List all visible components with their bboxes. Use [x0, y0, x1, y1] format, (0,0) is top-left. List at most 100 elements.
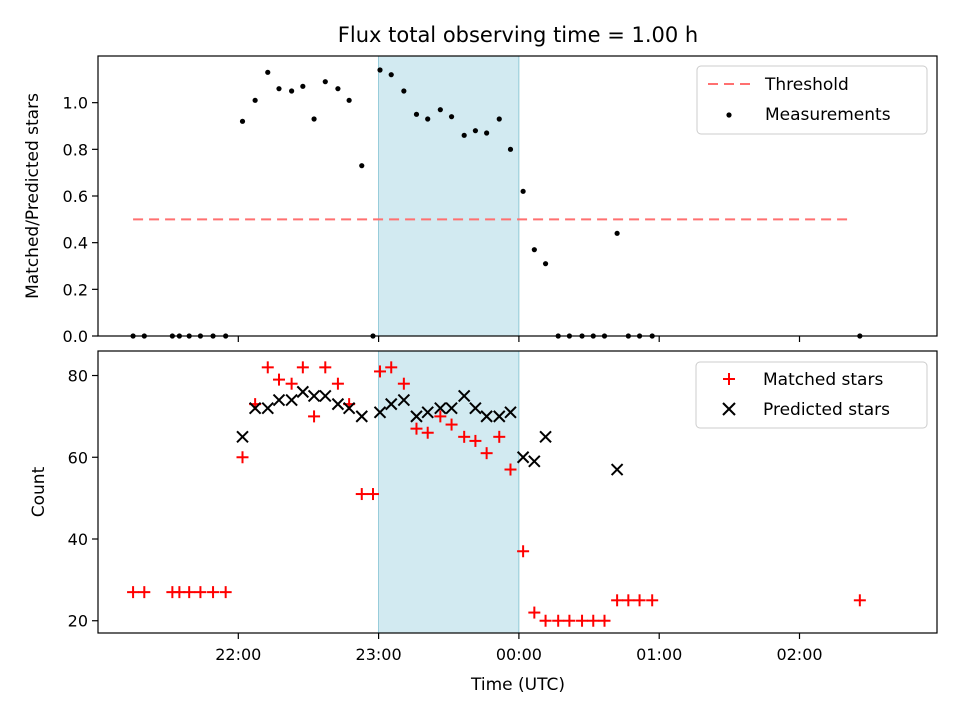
measurement-point [520, 188, 526, 194]
predicted-star-point [516, 451, 530, 464]
top-x-ticks [237, 336, 801, 342]
legend-matched-label: Matched stars [763, 370, 883, 390]
matched-star-point [296, 361, 309, 374]
measurement-point [265, 69, 271, 75]
predicted-star-point [610, 463, 624, 476]
matched-star-point [587, 614, 600, 627]
legend-measurements-swatch [726, 112, 732, 118]
measurement-point [377, 67, 383, 73]
legend-matched-swatch [723, 373, 735, 385]
matched-star-point [445, 418, 458, 431]
matched-star-point [528, 606, 541, 619]
matched-star-point [138, 586, 151, 599]
matched-star-point [552, 614, 565, 627]
measurement-point [289, 88, 295, 94]
matched-star-point [410, 422, 423, 435]
measurement-point [507, 146, 514, 152]
matched-star-point [622, 594, 635, 607]
predicted-star-point [236, 430, 249, 444]
xtick-label: 02:00 [776, 645, 822, 664]
matched-star-point [366, 488, 379, 501]
matched-star-points [127, 361, 866, 627]
matched-star-point [183, 586, 196, 599]
bottom-y-ticks: 20 40 60 80 [68, 367, 98, 631]
predicted-star-point [385, 397, 398, 411]
predicted-star-point [493, 410, 506, 423]
top-panel: 0.0 0.2 0.4 0.6 0.8 1.0 Matched/Predicted sta… [23, 55, 938, 346]
predicted-star-point [397, 393, 411, 407]
top-ytick-label: 0.4 [63, 234, 88, 253]
predicted-star-points [236, 385, 624, 476]
predicted-star-point [296, 385, 310, 399]
xtick-label: 01:00 [636, 645, 682, 664]
matched-star-point [308, 410, 321, 423]
measurement-point [276, 86, 282, 92]
predicted-star-point [434, 402, 447, 415]
matched-star-point [374, 365, 387, 378]
legend-measurements-label: Measurements [765, 105, 891, 125]
predicted-star-point [342, 402, 356, 415]
chart-title: Flux total observing time = 1.00 h [338, 23, 698, 47]
matched-star-point [504, 463, 517, 476]
bottom-ytick-label: 40 [68, 530, 88, 549]
bottom-ytick-label: 60 [68, 448, 88, 467]
predicted-star-point [528, 455, 541, 468]
predicted-star-point [410, 410, 423, 423]
predicted-star-point [272, 393, 286, 407]
matched-star-point [219, 586, 232, 599]
matched-star-point [207, 586, 220, 599]
matched-star-point [633, 594, 646, 607]
predicted-star-point [355, 410, 368, 423]
matched-star-point [355, 488, 368, 501]
measurement-point [401, 88, 407, 94]
measurement-point [448, 114, 455, 120]
predicted-star-point [319, 389, 332, 403]
matched-star-point [285, 377, 298, 390]
matched-star-point [272, 373, 285, 386]
matched-star-point [493, 430, 506, 443]
predicted-star-point [469, 402, 482, 415]
matched-star-point [385, 361, 398, 374]
matched-star-point [539, 614, 552, 627]
predicted-star-point [331, 397, 345, 411]
predicted-star-point [248, 402, 262, 415]
predicted-star-point [457, 389, 471, 403]
top-ytick-label: 0.8 [63, 140, 88, 159]
measurement-point [300, 83, 306, 89]
x-axis-label: Time (UTC) [470, 675, 565, 695]
matched-star-point [194, 586, 207, 599]
top-y-ticks: 0.0 0.2 0.4 0.6 0.8 1.0 [63, 94, 98, 346]
predicted-star-point [421, 406, 434, 419]
bottom-y-axis-label: Count [29, 466, 49, 517]
matched-star-point [469, 434, 482, 447]
predicted-star-point [539, 430, 552, 444]
bottom-axes-frame [97, 350, 938, 634]
measurement-point [239, 118, 246, 124]
legend-predicted-label: Predicted stars [763, 400, 890, 420]
measurement-point [614, 230, 620, 236]
matched-star-point [458, 430, 471, 443]
bottom-legend-box [695, 361, 928, 429]
matched-star-point [598, 614, 611, 627]
predicted-star-point [373, 406, 387, 419]
bottom-panel: 20 40 60 80 22:00 23:00 00:00 01:00 02:00 Count… [29, 350, 938, 695]
top-highlight-span [378, 55, 520, 337]
matched-star-point [517, 545, 530, 558]
matched-star-point [563, 614, 576, 627]
matched-star-point [480, 447, 493, 460]
measurement-point [346, 97, 352, 103]
measurement-point [461, 132, 467, 138]
matched-star-point [611, 594, 624, 607]
measurement-point [496, 116, 502, 122]
predicted-star-point [445, 402, 458, 415]
measurement-point [484, 130, 490, 136]
measurement-point [335, 86, 341, 92]
xtick-label: 22:00 [215, 645, 261, 664]
top-legend: Threshold Measurements [696, 65, 928, 135]
top-axes-frame [97, 55, 938, 337]
top-ytick-label: 0.0 [63, 327, 88, 346]
predicted-star-point [261, 402, 274, 415]
matched-star-point [421, 426, 434, 439]
matched-star-point [434, 410, 447, 423]
